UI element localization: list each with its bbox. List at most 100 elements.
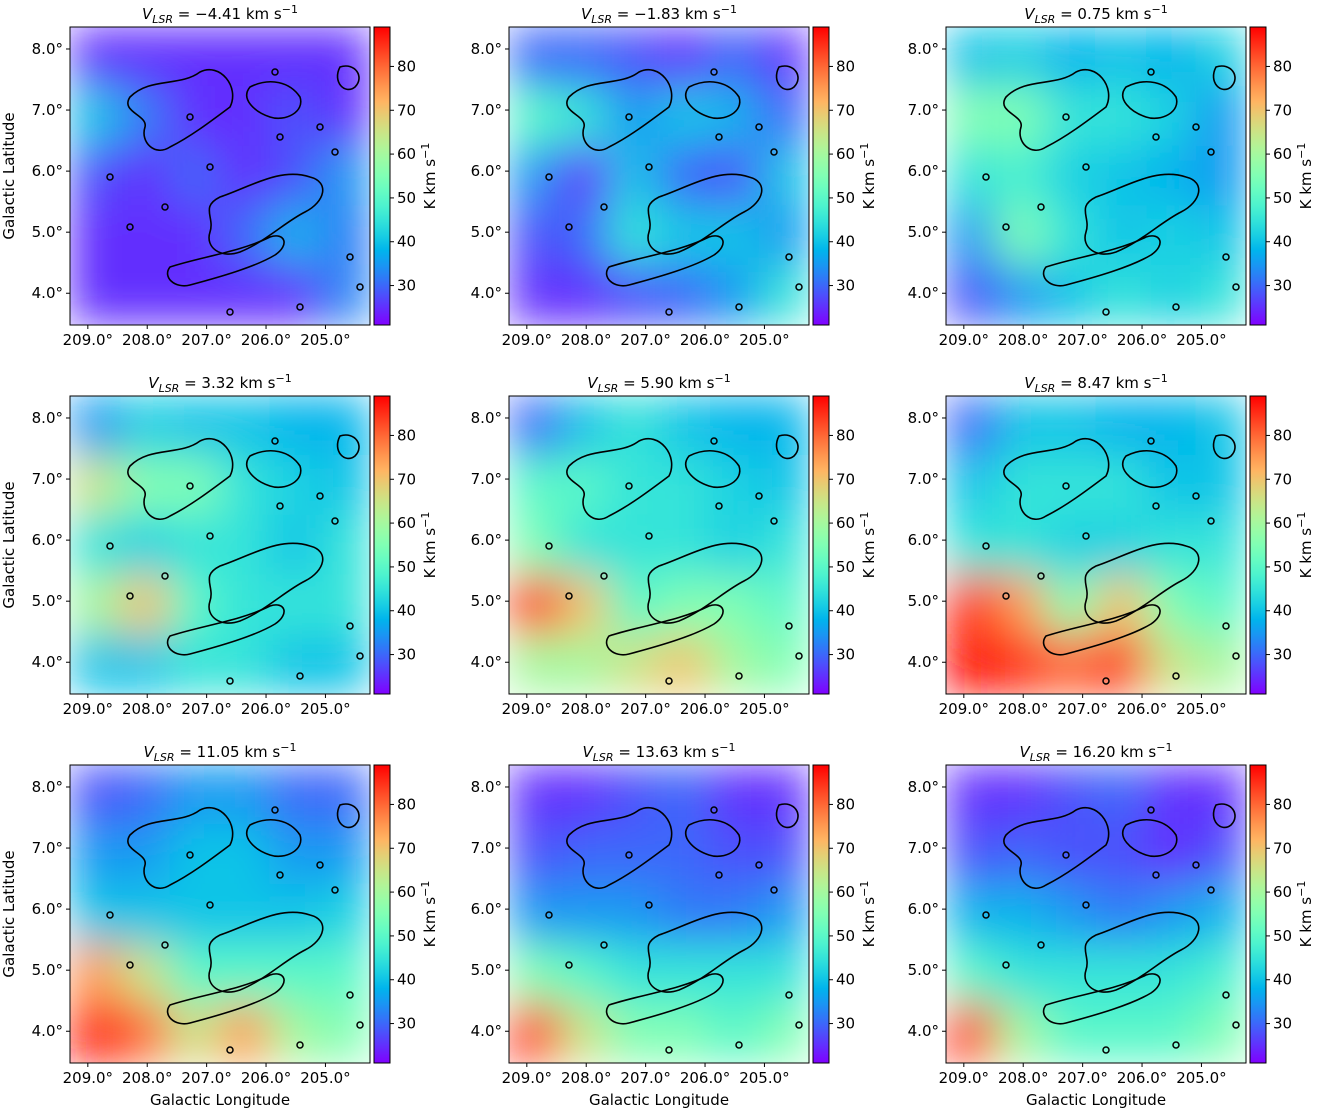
colorbar-tick-label: 30 [397,1015,416,1033]
contour [226,1046,234,1054]
colorbar-tick-label: 30 [836,277,855,295]
heatmap-cell [558,395,610,457]
y-tick-label: 7.0° [32,839,63,857]
x-tick-label: 205.0° [300,1069,350,1087]
contour [126,223,134,231]
colorbar-tick-label: 50 [1273,558,1292,576]
contour [1212,803,1236,829]
colorbar-tick-label: 30 [1273,646,1292,664]
heatmap-cell [1045,455,1097,516]
heatmap-cell [608,395,660,457]
title-text: = 16.20 km s [1051,743,1157,761]
y-tick-label: 7.0° [471,470,502,488]
y-tick-label: 6.0° [908,900,939,918]
panel-title: VLSR = 16.20 km s−1 [1020,741,1173,764]
heatmap-cell [119,145,171,207]
contour [1122,819,1178,857]
contour [770,148,778,156]
contour [271,437,279,445]
x-axis-label: Galactic Longitude [150,1091,290,1109]
x-tick-label: 207.0° [620,700,670,718]
contour [625,482,633,490]
title-superscript: −1 [1151,372,1167,385]
contour [271,806,279,814]
heatmap-cell [995,943,1047,1004]
heatmap-cell [69,1002,121,1064]
heatmap-cell [319,514,371,576]
heatmap-cell [1095,883,1147,945]
colorbar-tick-label: 30 [836,1015,855,1033]
heatmap-cell [758,1002,810,1064]
y-tick-label: 5.0° [908,961,939,979]
contour [665,1046,673,1054]
x-tick-label: 205.0° [1176,700,1226,718]
heatmap-cell [508,574,560,635]
y-tick-label: 6.0° [471,531,502,549]
colorbar [1249,26,1267,326]
contour [715,502,723,510]
heatmap-cell [995,1002,1047,1064]
colorbar-label: K km s−1 [419,512,439,579]
x-tick-label: 208.0° [122,331,172,349]
contour [770,517,778,525]
title-symbol: V [587,374,599,392]
heatmap-cell [758,514,810,576]
heatmap-cell [758,633,810,695]
heatmap-cell [169,574,221,635]
contour [625,113,633,121]
heatmap-cell [1095,455,1147,516]
contour [1084,542,1200,624]
panel-title: VLSR = 13.63 km s−1 [583,741,736,764]
contour [126,592,134,600]
title-symbol: V [1024,374,1036,392]
contour [246,81,302,119]
x-tick-label: 209.0° [63,700,113,718]
y-tick-label: 5.0° [908,592,939,610]
x-tick-label: 206.0° [1117,700,1167,718]
x-tick-label: 207.0° [181,1069,231,1087]
heatmap-cell [219,633,271,695]
y-tick-label: 4.0° [471,284,502,302]
y-tick-label: 8.0° [908,778,939,796]
heatmap-cell [558,574,610,635]
contour [127,438,234,520]
colorbar-tick-label: 30 [836,646,855,664]
heatmap-cell [119,883,171,945]
contour [735,303,743,311]
heatmap-cell [758,86,810,147]
heatmap-cell [69,395,121,457]
plot-frame [508,395,810,695]
heatmap-cell [658,145,710,207]
contour [1062,482,1070,490]
heatmap-cell [995,764,1047,826]
heatmap-cell [1195,455,1247,516]
x-tick-label: 209.0° [502,331,552,349]
x-tick-label: 209.0° [939,1069,989,1087]
contour [186,851,194,859]
heatmap-cell [69,455,121,516]
heatmap [69,395,371,695]
colorbar-tick-label: 50 [836,189,855,207]
colorbar-tick-label: 80 [836,795,855,813]
contour [127,69,234,151]
contour [545,542,553,550]
contour [166,973,285,1025]
colorbar-tick-label: 50 [1273,927,1292,945]
contour [161,203,169,211]
contour [316,492,324,500]
heatmap-cell [169,1002,221,1064]
plot-frame [69,26,371,326]
colorbar-tick-label: 70 [836,470,855,488]
heatmap-cell [608,824,660,885]
heatmap-cell [319,205,371,266]
heatmap-cell [558,883,610,945]
heatmap-cell [269,824,321,885]
heatmap-cell [758,455,810,516]
heatmap-cell [1145,633,1197,695]
contour [296,1041,304,1049]
y-tick-label: 6.0° [908,162,939,180]
heatmap-cell [69,86,121,147]
